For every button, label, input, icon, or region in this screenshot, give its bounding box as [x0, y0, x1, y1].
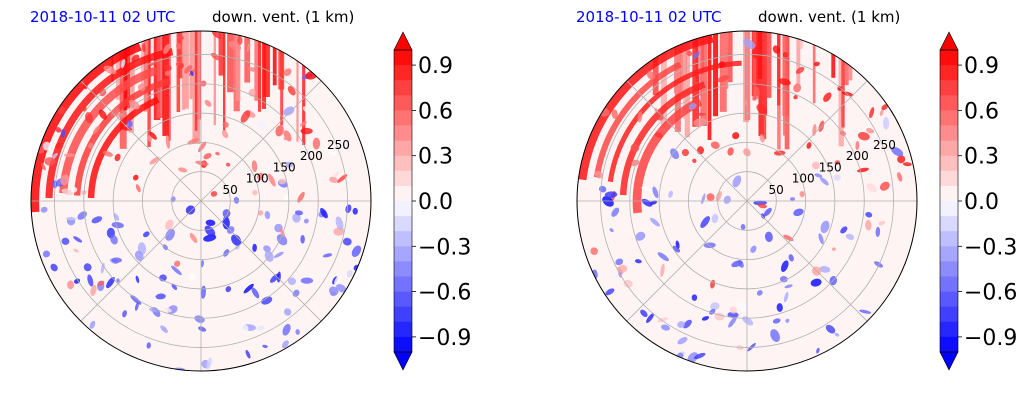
colorbar-band [394, 291, 412, 308]
radial-tick-label: 200 [846, 149, 869, 163]
colorbar-band [940, 321, 958, 338]
colorbar-band [940, 95, 958, 111]
colorbar-band [394, 95, 412, 111]
panel-left: 2018-10-11 02 UTC down. vent. (1 km) 50 1… [30, 8, 471, 372]
radial-tick-label: 250 [873, 138, 896, 152]
colorbar: 0.9 0.6 0.3 0.0 −0.3 −0.6 −0.9 [393, 31, 471, 371]
colorbar-tick-label: −0.9 [418, 326, 471, 351]
colorbar-band [940, 125, 958, 142]
colorbar-band [940, 110, 958, 126]
grid-spoke [626, 200, 748, 322]
radial-tick-label: 100 [246, 172, 269, 186]
colorbar-band [940, 276, 958, 293]
colorbar-tick-label: 0.3 [418, 145, 453, 170]
colorbar-band [394, 185, 412, 202]
colorbar-band [394, 50, 412, 66]
colorbar-band [940, 170, 958, 187]
polar-border [576, 30, 918, 372]
radial-tick-label: 50 [222, 183, 237, 197]
colorbar-tick-label: −0.3 [964, 235, 1017, 260]
colorbar-extend-top [393, 31, 413, 51]
colorbar-band [394, 276, 412, 293]
colorbar-band [940, 80, 958, 96]
grid-spoke [626, 80, 748, 202]
colorbar-band [394, 231, 412, 247]
colorbar-tick-label: 0.6 [964, 99, 999, 124]
colorbar-band [394, 155, 412, 172]
polar-chart: 50 100 150 200 250 0.9 0.6 0.3 0.0 −0.3 −0.6 −0.9 [30, 30, 471, 372]
polar-border [30, 30, 372, 372]
colorbar-band [394, 125, 412, 142]
colorbar-band [394, 110, 412, 126]
grid-spoke [746, 200, 868, 322]
colorbar-band [394, 336, 412, 353]
colorbar-tick-label: 0.9 [418, 54, 453, 79]
colorbar-band [394, 261, 412, 277]
colorbar-extend-top [939, 31, 959, 51]
colorbar-tick-label: 0.6 [418, 99, 453, 124]
colorbar-tick-label: 0.0 [418, 190, 453, 215]
grid-spoke [200, 200, 322, 322]
grid-spoke [746, 80, 868, 202]
colorbar: 0.9 0.6 0.3 0.0 −0.3 −0.6 −0.9 [939, 31, 1017, 371]
colorbar-band [940, 50, 958, 66]
colorbar-band [940, 336, 958, 353]
panel-date-title: 2018-10-11 02 UTC [30, 8, 176, 26]
colorbar-tick-label: 0.9 [964, 54, 999, 79]
panel-field-title: down. vent. (1 km) [212, 8, 355, 26]
colorbar-band [394, 216, 412, 232]
colorbar-band [940, 216, 958, 232]
colorbar-band [940, 246, 958, 262]
colorbar-extend-bottom [393, 351, 413, 371]
colorbar-band [940, 140, 958, 157]
colorbar-extend-bottom [939, 351, 959, 371]
colorbar-band [394, 321, 412, 338]
field-texture [31, 31, 362, 371]
grid-spoke [80, 200, 202, 322]
colorbar-band [394, 80, 412, 96]
colorbar-band [940, 306, 958, 323]
panel-date-title: 2018-10-11 02 UTC [576, 8, 722, 26]
colorbar-band [940, 231, 958, 247]
colorbar-band [394, 201, 412, 217]
colorbar-band [394, 246, 412, 262]
radial-tick-label: 200 [300, 149, 323, 163]
radial-tick-label: 150 [273, 160, 296, 174]
colorbar-band [940, 65, 958, 81]
colorbar-band [940, 201, 958, 217]
grid-spoke [200, 80, 322, 202]
colorbar-band [394, 65, 412, 81]
colorbar-band [940, 261, 958, 277]
colorbar-tick-label: 0.0 [964, 190, 999, 215]
panel-field-title: down. vent. (1 km) [758, 8, 901, 26]
colorbar-tick-label: −0.6 [964, 281, 1017, 306]
polar-chart: 50 100 150 200 250 0.9 0.6 0.3 0.0 −0.3 −0.6 −0.9 [576, 30, 1017, 372]
grid-spoke [80, 80, 202, 202]
colorbar-band [394, 170, 412, 187]
colorbar-tick-label: −0.3 [418, 235, 471, 260]
panel-right: 2018-10-11 02 UTC down. vent. (1 km) 50 1… [546, 0, 1036, 401]
colorbar-band [394, 140, 412, 157]
colorbar-band [394, 306, 412, 323]
radial-tick-label: 100 [792, 172, 815, 186]
colorbar-tick-label: −0.9 [964, 326, 1017, 351]
colorbar-tick-label: −0.6 [418, 281, 471, 306]
colorbar-band [940, 185, 958, 202]
colorbar-tick-label: 0.3 [964, 145, 999, 170]
radial-tick-label: 250 [327, 138, 350, 152]
colorbar-band [940, 155, 958, 172]
radial-tick-label: 50 [768, 183, 783, 197]
radial-tick-label: 150 [819, 160, 842, 174]
colorbar-band [940, 291, 958, 308]
